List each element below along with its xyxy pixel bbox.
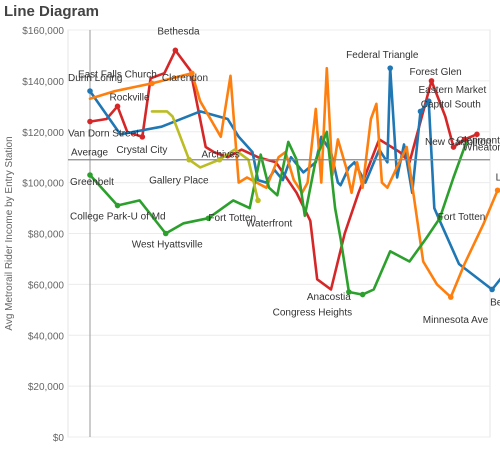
data-point: [205, 215, 212, 222]
y-tick-label: $120,000: [22, 128, 64, 139]
data-point: [474, 131, 480, 138]
station-label: Capitol South: [421, 99, 481, 110]
data-point: [428, 78, 435, 84]
series-line: [88, 130, 469, 296]
data-point: [346, 289, 352, 295]
station-label: Glenmont: [457, 135, 500, 146]
data-point: [436, 215, 443, 222]
station-label: Federal Triangle: [346, 50, 419, 61]
station-label: Archives: [201, 150, 239, 161]
data-point: [447, 294, 454, 300]
station-label: Bethesda: [157, 26, 200, 37]
data-point: [114, 103, 121, 110]
y-tick-label: $60,000: [28, 280, 65, 291]
station-label: Waterfront: [246, 218, 293, 229]
station-label: Clarendon: [162, 73, 208, 84]
data-point: [461, 136, 468, 143]
station-label: Benning Road: [490, 297, 500, 308]
series-line: [150, 110, 260, 202]
y-tick-label: $0: [53, 433, 65, 444]
data-point: [114, 202, 121, 209]
y-tick-label: $160,000: [22, 26, 64, 37]
station-label: Congress Heights: [273, 308, 352, 319]
data-point: [87, 88, 93, 94]
average-label: Average: [71, 148, 109, 159]
chart-title: Line Diagram: [4, 3, 100, 20]
station-label: Dunn Loring: [68, 73, 122, 84]
station-label: College Park-U of Md: [70, 212, 166, 223]
station-label: East Falls Church: [78, 69, 157, 80]
station-label: Van Dorn Street: [68, 129, 139, 140]
data-point: [172, 47, 179, 54]
data-point: [149, 80, 155, 87]
data-point: [417, 108, 424, 115]
data-point: [450, 144, 457, 150]
data-point: [494, 187, 500, 194]
data-point: [87, 172, 93, 178]
station-label: Gallery Place: [149, 176, 209, 187]
station-label: Landover: [496, 172, 500, 183]
y-tick-label: $140,000: [22, 77, 64, 88]
station-label: Anacostia: [307, 292, 351, 303]
data-point: [255, 197, 261, 204]
station-label: Eastern Market: [418, 85, 486, 96]
data-point: [489, 286, 495, 293]
station-label: Forest Glen: [409, 67, 461, 78]
station-label: Crystal City: [116, 145, 167, 156]
data-point: [139, 134, 146, 140]
data-point: [387, 65, 393, 71]
series-line: [88, 66, 500, 291]
station-label: Greenbelt: [70, 177, 114, 188]
station-label: New Carrollton: [425, 137, 491, 148]
data-point: [162, 230, 169, 237]
y-tick-label: $20,000: [28, 382, 65, 393]
station-label: West Hyattsville: [132, 240, 203, 251]
data-point: [216, 156, 223, 163]
data-point: [87, 118, 93, 125]
y-axis-title: Avg Metrorail Rider Income by Entry Stat…: [4, 136, 15, 330]
series-line: [88, 66, 500, 299]
y-tick-label: $80,000: [28, 230, 65, 241]
station-label: Fort Totten: [208, 213, 256, 224]
station-label: Rockville: [110, 92, 150, 103]
y-tick-label: $100,000: [22, 179, 64, 190]
station-label: Minnesota Ave: [423, 315, 489, 326]
data-point: [425, 98, 432, 105]
data-point: [186, 156, 192, 163]
station-label: Fort Totten: [438, 212, 486, 223]
data-point: [359, 291, 366, 298]
data-point: [189, 70, 195, 77]
y-tick-label: $40,000: [28, 331, 65, 342]
station-label: Wheaton: [463, 142, 500, 153]
